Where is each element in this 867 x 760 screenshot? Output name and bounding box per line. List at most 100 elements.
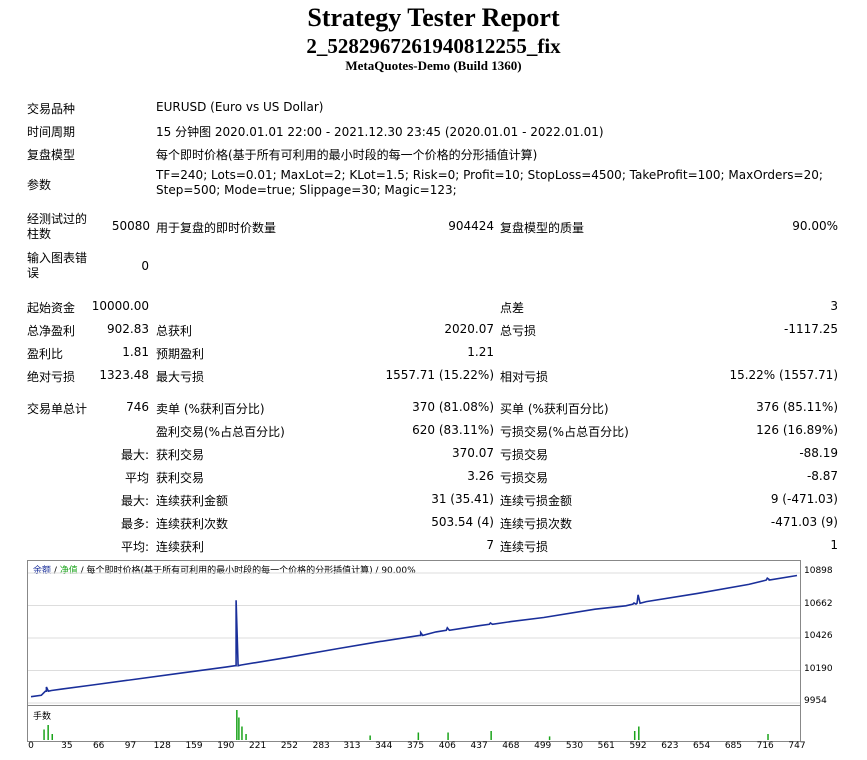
volume-legend: 手数 [33,712,52,722]
x-tick-label: 530 [565,741,584,751]
gross-loss-value: -1117.25 [784,322,838,336]
x-tick-label: 654 [693,741,711,751]
x-tick-label: 252 [280,741,298,751]
volume-bar [447,732,449,740]
max-cons-profit-label: 连续获利次数 [156,517,229,531]
volume-bar [633,731,636,740]
x-tick-label: 190 [217,741,235,751]
loss-trades-value: 126 (16.89%) [756,423,838,437]
deposit-label: 起始资金 [27,301,76,315]
model-value: 每个即时价格(基于所有可利用的最小时段的每一个价格的分形插值计算) [156,148,538,162]
largest-prefix: 最大: [120,448,149,462]
report-subtitle: 2_5282967261940812255_fix [306,34,561,58]
expected-payoff-value: 1.21 [467,345,494,359]
x-tick-label: 685 [724,741,743,751]
rel-drawdown-label: 相对亏损 [500,370,549,384]
x-tick-label: 716 [756,741,774,751]
ticks-value: 904424 [448,219,494,233]
volume-bar [417,732,420,740]
spread-label: 点差 [500,301,525,315]
volume-bar [43,729,45,740]
volume-bar [245,734,247,740]
max-cons-loss-label: 连续亏损次数 [500,517,573,531]
balance-line [30,574,798,698]
x-tick-label: 97 [124,741,137,751]
y-tick-label: 9954 [804,696,827,706]
volume-bar [548,736,551,740]
max-cons-wins-label: 连续获利金额 [156,494,229,508]
x-tick-label: 561 [597,741,615,751]
total-trades-label: 交易单总计 [27,402,88,416]
volume-chart-svg [43,710,769,740]
volume-chart: 手数 [27,705,801,742]
max-drawdown-value: 1557.71 (15.22%) [385,368,494,382]
max-cons-wins-value: 31 (35.41) [431,492,494,506]
volume-bar [767,734,769,740]
avg-cons-prefix: 平均: [120,540,149,554]
max-cons-profit-value: 503.54 (4) [431,515,494,529]
short-trades-label: 卖单 (%获利百分比) [156,402,265,416]
abs-drawdown-label: 绝对亏损 [27,370,76,384]
avg-cons-losses-value: 1 [830,538,838,552]
max-cons-losses-value: 9 (-471.03) [770,492,838,506]
quality-label: 复盘模型的质量 [500,221,585,235]
legend-rest: / 每个即时价格(基于所有可利用的最小时段的每一个价格的分形插值计算) / 90… [77,566,416,576]
largest-profit-label: 获利交易 [156,448,205,462]
y-tick-label: 10190 [804,663,833,674]
max-cons-loss-value: -471.03 (9) [770,515,838,529]
average-prefix: 平均 [124,471,149,485]
symbol-value: EURUSD (Euro vs US Dollar) [156,100,324,114]
legend-sep: / [51,566,60,576]
chart-legend: 余额 / 净值 / 每个即时价格(基于所有可利用的最小时段的每一个价格的分形插值… [33,563,416,576]
loss-trades-label: 亏损交易(%占总百分比) [500,425,629,439]
y-tick-label: 10662 [804,598,833,609]
short-trades-value: 370 (81.08%) [412,400,494,414]
ticks-label: 用于复盘的即时价数量 [156,221,277,235]
params-label: 参数 [27,178,52,192]
long-trades-label: 买单 (%获利百分比) [500,402,609,416]
bars-label: 经测试过的柱数 [27,212,88,241]
avg-loss-label: 亏损交易 [500,471,549,485]
deposit-value: 10000.00 [91,299,149,313]
maximal-prefix: 最多: [120,517,149,531]
largest-loss-label: 亏损交易 [500,448,549,462]
x-tick-label: 468 [502,741,520,751]
params-value: TF=240; Lots=0.01; MaxLot=2; KLot=1.5; R… [156,168,823,197]
quality-value: 90.00% [792,219,838,233]
x-tick-label: 313 [343,741,361,751]
volume-bar [241,726,243,740]
long-trades-value: 376 (85.11%) [756,400,838,414]
x-tick-label: 406 [438,741,456,751]
errors-label: 输入图表错误 [27,251,88,280]
profit-trades-label: 盈利交易(%占总百分比) [156,425,285,439]
x-tick-label: 437 [470,741,488,751]
volume-bar [51,734,54,740]
expected-payoff-label: 预期盈利 [156,347,205,361]
avg-cons-losses-label: 连续亏损 [500,540,549,554]
x-tick-label: 0 [28,741,34,751]
x-tick-label: 35 [61,741,73,751]
balance-chart: 余额 / 净值 / 每个即时价格(基于所有可利用的最小时段的每一个价格的分形插值… [27,560,801,706]
x-tick-label: 592 [629,741,647,751]
x-tick-label: 66 [92,741,105,751]
period-label: 时间周期 [27,125,76,139]
build-info: MetaQuotes-Demo (Build 1360) [345,58,522,73]
max-drawdown-label: 最大亏损 [156,370,205,384]
x-tick-label: 499 [534,741,552,751]
x-tick-label: 747 [788,741,806,751]
x-tick-label: 128 [153,741,171,751]
period-value: 15 分钟图 2020.01.01 22:00 - 2021.12.30 23:… [156,125,604,139]
report-title: Strategy Tester Report [307,3,560,32]
largest-loss-value: -88.19 [799,446,838,460]
legend-equity: 净值 [59,566,78,576]
legend-balance: 余额 [33,566,52,576]
profit-factor-label: 盈利比 [27,347,64,361]
volume-bar [369,735,371,740]
net-profit-label: 总净盈利 [27,324,76,338]
avg-profit-label: 获利交易 [156,471,205,485]
volume-bar [238,717,240,740]
volume-bar [47,725,49,740]
x-tick-label: 623 [661,741,679,751]
total-trades-value: 746 [126,400,149,414]
y-tick-label: 10898 [804,566,833,576]
